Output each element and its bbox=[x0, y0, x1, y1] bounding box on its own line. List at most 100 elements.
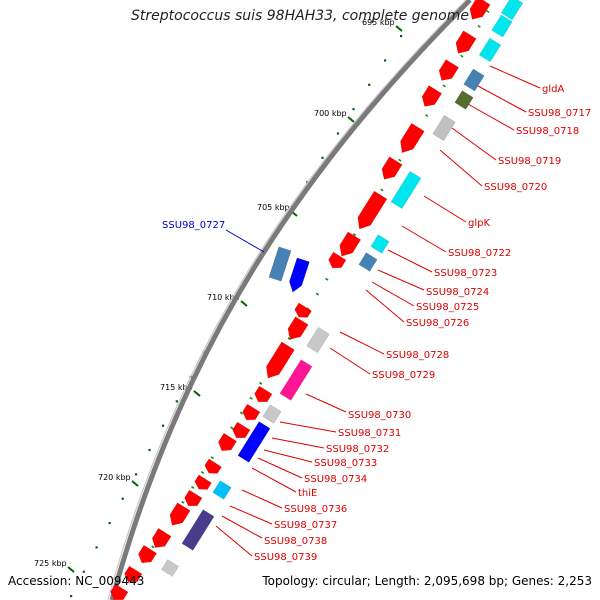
gene-label: SSU98_0727 bbox=[162, 220, 225, 231]
leader-line bbox=[271, 437, 325, 449]
gene-block bbox=[237, 421, 271, 463]
scale-dot bbox=[148, 448, 151, 452]
gene-label: SSU98_0718 bbox=[516, 126, 579, 137]
leader-line bbox=[439, 149, 483, 187]
gene-arrow bbox=[381, 156, 403, 180]
gene-block bbox=[463, 68, 485, 92]
gene-label: SSU98_0717 bbox=[528, 108, 591, 119]
gene-label: SSU98_0734 bbox=[304, 474, 367, 485]
minor-tick bbox=[460, 54, 464, 58]
gene-arrow bbox=[357, 190, 388, 230]
gene-label: SSU98_0726 bbox=[406, 318, 469, 329]
leader-line bbox=[365, 289, 405, 323]
scale-dot bbox=[134, 473, 138, 476]
scale-dot bbox=[95, 546, 98, 549]
gene-label: SSU98_0737 bbox=[274, 520, 337, 531]
scale-dot bbox=[121, 497, 124, 500]
gene-arrow bbox=[232, 421, 251, 439]
scale-dot bbox=[400, 35, 403, 38]
scale-dot bbox=[108, 521, 111, 525]
gene-label: gldA bbox=[542, 84, 564, 95]
gene-arrow bbox=[218, 432, 237, 452]
gene-label: SSU98_0731 bbox=[338, 428, 401, 439]
major-tick bbox=[131, 480, 139, 487]
minor-tick bbox=[486, 10, 490, 14]
tick-label: 705 kbp bbox=[257, 203, 290, 212]
leader-line bbox=[221, 515, 263, 539]
minor-tick bbox=[230, 426, 234, 430]
gene-arrow bbox=[254, 385, 273, 403]
gene-arrow bbox=[400, 122, 425, 154]
leader-line bbox=[387, 249, 433, 273]
gene-label: SSU98_0719 bbox=[498, 156, 561, 167]
gene-arrow bbox=[138, 544, 157, 564]
genome-summary-text: Topology: circular; Length: 2,095,698 bp… bbox=[262, 574, 592, 588]
major-tick bbox=[347, 116, 355, 123]
scale-dot bbox=[383, 59, 387, 62]
minor-tick bbox=[352, 233, 357, 237]
gene-arrow bbox=[242, 403, 261, 421]
gene-block bbox=[432, 114, 456, 142]
tick-label: 700 kbp bbox=[314, 109, 347, 118]
gene-arrow bbox=[328, 251, 347, 269]
gene-arrow bbox=[151, 528, 172, 548]
leader-line bbox=[251, 467, 297, 493]
gene-block bbox=[478, 37, 502, 63]
tick-label: 720 kbp bbox=[98, 473, 131, 482]
gene-arrow bbox=[184, 489, 203, 507]
major-tick bbox=[67, 566, 75, 573]
scale-dot bbox=[161, 424, 165, 427]
minor-tick bbox=[325, 277, 329, 281]
scale-dot bbox=[336, 132, 340, 135]
gene-block bbox=[181, 509, 215, 551]
gene-label: SSU98_0725 bbox=[416, 302, 479, 313]
backbone-highlight bbox=[107, 0, 467, 600]
scale-dot bbox=[82, 570, 85, 573]
leader-line bbox=[451, 127, 497, 161]
leader-line bbox=[257, 457, 303, 479]
minor-tick bbox=[181, 500, 185, 504]
minor-tick bbox=[200, 471, 205, 475]
label-leader-lines bbox=[215, 65, 541, 557]
major-tick bbox=[395, 25, 403, 32]
major-tick bbox=[240, 300, 248, 307]
minor-tick bbox=[259, 381, 263, 385]
gene-block bbox=[358, 252, 378, 272]
leader-line bbox=[225, 229, 265, 253]
gene-block bbox=[491, 14, 513, 38]
gene-arrow bbox=[339, 231, 362, 257]
minor-tick bbox=[249, 396, 253, 400]
minor-tick bbox=[210, 456, 215, 460]
tick-label: 695 kbp bbox=[362, 18, 395, 27]
gene-label: SSU98_0729 bbox=[372, 370, 435, 381]
gene-arrow bbox=[438, 59, 460, 81]
gene-arrow bbox=[469, 0, 491, 20]
leader-line bbox=[377, 269, 425, 291]
gene-labels: gldA SSU98_0717 SSU98_0718 SSU98_0719 SSU98_… bbox=[162, 84, 591, 563]
minor-tick bbox=[315, 292, 320, 296]
gene-label: SSU98_0720 bbox=[484, 182, 547, 193]
minor-tick bbox=[191, 485, 195, 489]
gene-block bbox=[268, 246, 292, 282]
gene-label: SSU98_0723 bbox=[434, 268, 497, 279]
minor-tick bbox=[424, 114, 429, 118]
minor-tick bbox=[239, 411, 244, 415]
gene-label: glpK bbox=[468, 218, 490, 229]
gene-arrow bbox=[124, 565, 143, 583]
scale-dot bbox=[70, 595, 73, 598]
leader-line bbox=[229, 505, 273, 525]
gene-label: SSU98_0728 bbox=[386, 350, 449, 361]
leader-line bbox=[489, 65, 541, 89]
gene-label: SSU98_0739 bbox=[254, 552, 317, 563]
scale-dot bbox=[368, 83, 371, 86]
gene-arrow bbox=[266, 341, 295, 379]
leader-line bbox=[279, 421, 337, 433]
genome-backbone bbox=[109, 0, 472, 600]
gene-features bbox=[110, 0, 524, 600]
gene-label: SSU98_0722 bbox=[448, 248, 511, 259]
gene-arrow bbox=[287, 316, 309, 340]
minor-tick bbox=[398, 158, 402, 162]
gene-block bbox=[370, 234, 390, 254]
tick-label: 725 kbp bbox=[34, 559, 67, 568]
